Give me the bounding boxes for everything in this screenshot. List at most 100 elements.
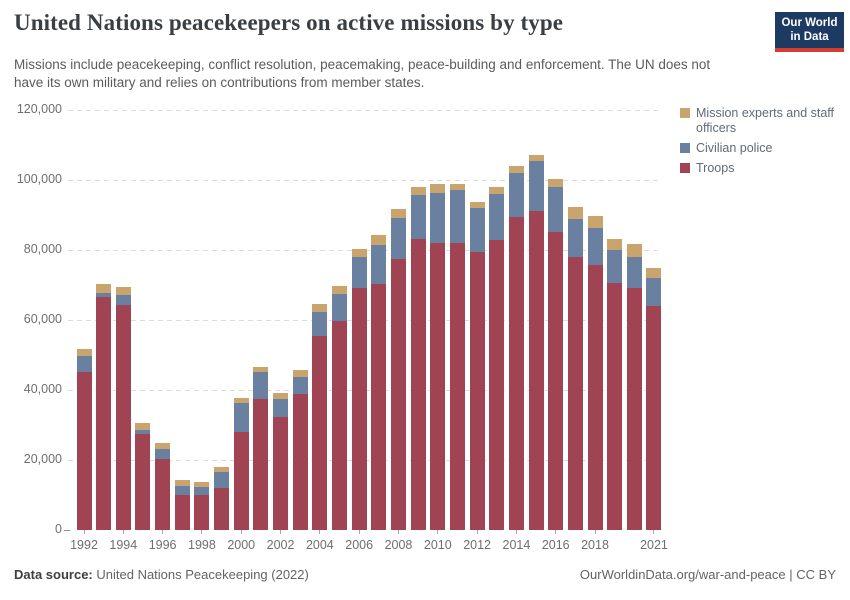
- bar-2004[interactable]: [312, 303, 328, 530]
- bar-segment-civilian-police: [155, 449, 171, 460]
- x-axis-tick-label: 1998: [188, 538, 216, 552]
- bar-segment-mission-experts-and-staff-officers: [371, 234, 387, 246]
- bar-segment-troops: [214, 488, 230, 530]
- x-axis-tick: [280, 530, 282, 534]
- x-axis-tick: [555, 530, 557, 534]
- x-axis-tick: [476, 530, 478, 534]
- bar-segment-civilian-police: [548, 186, 564, 232]
- x-axis-tick-label: 2021: [640, 538, 668, 552]
- data-source-label: Data source:: [14, 567, 93, 582]
- bar-1994[interactable]: [115, 286, 131, 530]
- bar-segment-civilian-police: [292, 376, 308, 394]
- bar-2020[interactable]: [626, 244, 642, 530]
- gridline: [68, 180, 661, 181]
- legend-swatch-troops: [680, 163, 690, 173]
- bar-segment-mission-experts-and-staff-officers: [548, 178, 564, 187]
- bar-segment-mission-experts-and-staff-officers: [646, 267, 662, 279]
- bar-1997[interactable]: [174, 479, 190, 530]
- bar-segment-troops: [410, 239, 426, 530]
- bar-segment-civilian-police: [528, 160, 544, 212]
- bar-segment-troops: [430, 243, 446, 530]
- bar-2016[interactable]: [548, 178, 564, 530]
- bar-2009[interactable]: [410, 186, 426, 530]
- bar-segment-troops: [528, 211, 544, 530]
- x-axis-tick: [201, 530, 203, 534]
- y-axis-tick-label: 100,000: [16, 172, 62, 186]
- bar-1996[interactable]: [155, 443, 171, 530]
- bar-segment-troops: [194, 494, 210, 530]
- bar-2014[interactable]: [508, 166, 524, 530]
- bar-2019[interactable]: [607, 239, 623, 530]
- bar-segment-troops: [273, 416, 289, 530]
- bar-2021[interactable]: [646, 267, 662, 531]
- bar-2007[interactable]: [371, 234, 387, 530]
- bar-2008[interactable]: [390, 209, 406, 530]
- legend-swatch-civilian-police: [680, 143, 690, 153]
- bar-1998[interactable]: [194, 481, 210, 530]
- owid-link[interactable]: OurWorldinData.org/war-and-peace: [579, 567, 786, 582]
- bar-segment-civilian-police: [96, 293, 112, 298]
- legend-item-troops[interactable]: Troops: [680, 161, 842, 176]
- gridline: [68, 110, 661, 111]
- bar-2002[interactable]: [273, 392, 289, 530]
- bar-2011[interactable]: [449, 184, 465, 530]
- x-axis-tick-label: 1992: [70, 538, 98, 552]
- x-axis-tick: [515, 530, 517, 534]
- bar-2005[interactable]: [332, 286, 347, 530]
- bar-segment-civilian-police: [332, 294, 347, 321]
- bar-segment-mission-experts-and-staff-officers: [273, 392, 289, 400]
- x-axis-tick-label: 2006: [345, 538, 374, 552]
- bar-segment-mission-experts-and-staff-officers: [449, 184, 465, 191]
- bar-segment-civilian-police: [469, 208, 485, 253]
- bar-2015[interactable]: [528, 155, 544, 530]
- bar-segment-mission-experts-and-staff-officers: [390, 209, 406, 219]
- bar-segment-civilian-police: [489, 193, 505, 240]
- x-axis-tick: [397, 530, 399, 534]
- legend-label: Civilian police: [696, 141, 773, 155]
- bar-2000[interactable]: [233, 398, 249, 530]
- bar-segment-civilian-police: [430, 193, 446, 244]
- x-axis-tick-label: 2016: [541, 538, 570, 552]
- legend-item-mission-experts-and-staff-officers[interactable]: Mission experts and staff officers: [680, 106, 842, 136]
- bar-segment-civilian-police: [390, 218, 406, 260]
- bar-segment-mission-experts-and-staff-officers: [135, 422, 151, 430]
- bar-segment-mission-experts-and-staff-officers: [430, 184, 446, 194]
- bar-2017[interactable]: [567, 206, 583, 530]
- bar-segment-mission-experts-and-staff-officers: [469, 201, 485, 209]
- bar-segment-mission-experts-and-staff-officers: [351, 248, 367, 258]
- x-axis-tick-label: 2014: [502, 538, 531, 552]
- bar-1999[interactable]: [214, 466, 230, 530]
- y-axis-tick-label: 40,000: [23, 382, 62, 396]
- bar-2001[interactable]: [253, 366, 269, 530]
- bar-2006[interactable]: [351, 248, 367, 530]
- x-axis-tick-label: 2000: [227, 538, 256, 552]
- bar-2013[interactable]: [489, 186, 505, 530]
- bar-segment-civilian-police: [508, 172, 524, 217]
- data-source: Data source: United Nations Peacekeeping…: [14, 567, 309, 582]
- bar-segment-civilian-police: [76, 355, 92, 372]
- y-axis-tick-label: 20,000: [23, 452, 62, 466]
- bar-segment-troops: [371, 284, 387, 530]
- owid-logo-stripe: [775, 48, 844, 52]
- owid-logo-line1: Our World: [781, 17, 838, 29]
- bar-1995[interactable]: [135, 422, 151, 530]
- bar-segment-civilian-police: [410, 195, 426, 240]
- bar-2018[interactable]: [587, 216, 603, 530]
- legend-item-civilian-police[interactable]: Civilian police: [680, 141, 842, 156]
- bar-2010[interactable]: [430, 184, 446, 530]
- x-axis-tick-label: 1994: [109, 538, 138, 552]
- bar-segment-troops: [548, 231, 564, 530]
- bar-1993[interactable]: [96, 283, 112, 530]
- bar-segment-mission-experts-and-staff-officers: [76, 348, 92, 356]
- x-axis-tick: [240, 530, 242, 534]
- bar-2003[interactable]: [292, 370, 308, 530]
- data-source-value: United Nations Peacekeeping (2022): [96, 567, 309, 582]
- bar-segment-troops: [646, 305, 662, 530]
- legend-label: Mission experts and staff officers: [696, 106, 835, 135]
- x-axis-tick: [319, 530, 321, 534]
- bar-segment-mission-experts-and-staff-officers: [214, 466, 230, 472]
- owid-logo[interactable]: Our World in Data: [775, 12, 844, 52]
- bar-1992[interactable]: [76, 348, 92, 530]
- bar-2012[interactable]: [469, 201, 485, 530]
